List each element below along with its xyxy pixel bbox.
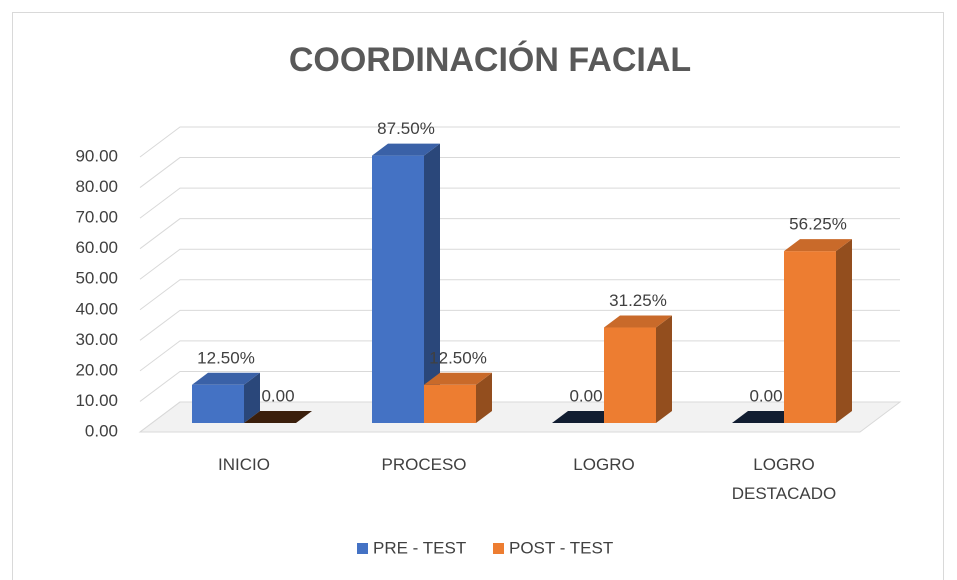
y-tick-label: 10.00 [75,391,118,410]
bar [244,411,312,423]
bar [552,411,620,423]
x-tick-label: LOGRO DESTACADO [731,455,837,503]
data-label: 56.25% [789,215,847,234]
bar [784,239,852,423]
bar-front [372,155,424,423]
y-tick-label: 60.00 [75,238,118,257]
y-tick-label: 0.00 [85,421,118,440]
legend-swatch [357,543,368,554]
data-label: 0.00 [261,386,294,405]
grid-line [139,218,900,250]
legend-label: PRE - TEST [373,538,466,557]
y-tick-label: 40.00 [75,299,118,318]
chart-border [12,12,944,580]
grid-line [139,126,900,158]
bar-top [372,143,440,156]
bar [604,315,672,423]
bar-side [656,315,672,423]
bar-side [836,239,852,423]
y-tick-label: 50.00 [75,269,118,288]
y-tick-label: 20.00 [75,360,118,379]
bar-side [244,372,260,423]
grid-line [139,309,900,341]
bar-front [784,251,836,423]
bar-front [424,384,476,423]
bar [192,372,260,423]
bar [732,411,800,423]
x-tick-label: PROCESO [381,455,467,474]
x-tick-label: INICIO [218,455,270,474]
bar [424,372,492,423]
data-label: 31.25% [609,291,667,310]
data-label: 12.50% [197,348,255,367]
data-label: 87.50% [377,119,435,138]
data-label: 0.00 [569,386,602,405]
grid-line [139,279,900,311]
bar [372,143,440,423]
bar-top [424,372,492,385]
grid-line [139,248,900,280]
bar-front [192,384,244,423]
bar-side [424,143,440,423]
y-tick-label: 90.00 [75,146,118,165]
bar-top [552,411,620,423]
data-label: 0.00 [749,386,782,405]
data-label: 12.50% [429,348,487,367]
legend-swatch [493,543,504,554]
bar-front [604,327,656,423]
bar-top [604,315,672,328]
bar-side [476,372,492,423]
grid-line [139,157,900,188]
bar-top [732,411,800,423]
bar-top [244,411,312,423]
y-tick-label: 80.00 [75,177,118,196]
x-tick-label: LOGRO [573,455,635,474]
chart-title: COORDINACIÓN FACIAL [289,41,691,79]
legend-label: POST - TEST [509,538,613,557]
y-tick-label: 70.00 [75,208,118,227]
grid-line [139,187,900,219]
bar-top [784,239,852,252]
y-tick-label: 30.00 [75,330,118,349]
bar-top [192,372,260,385]
